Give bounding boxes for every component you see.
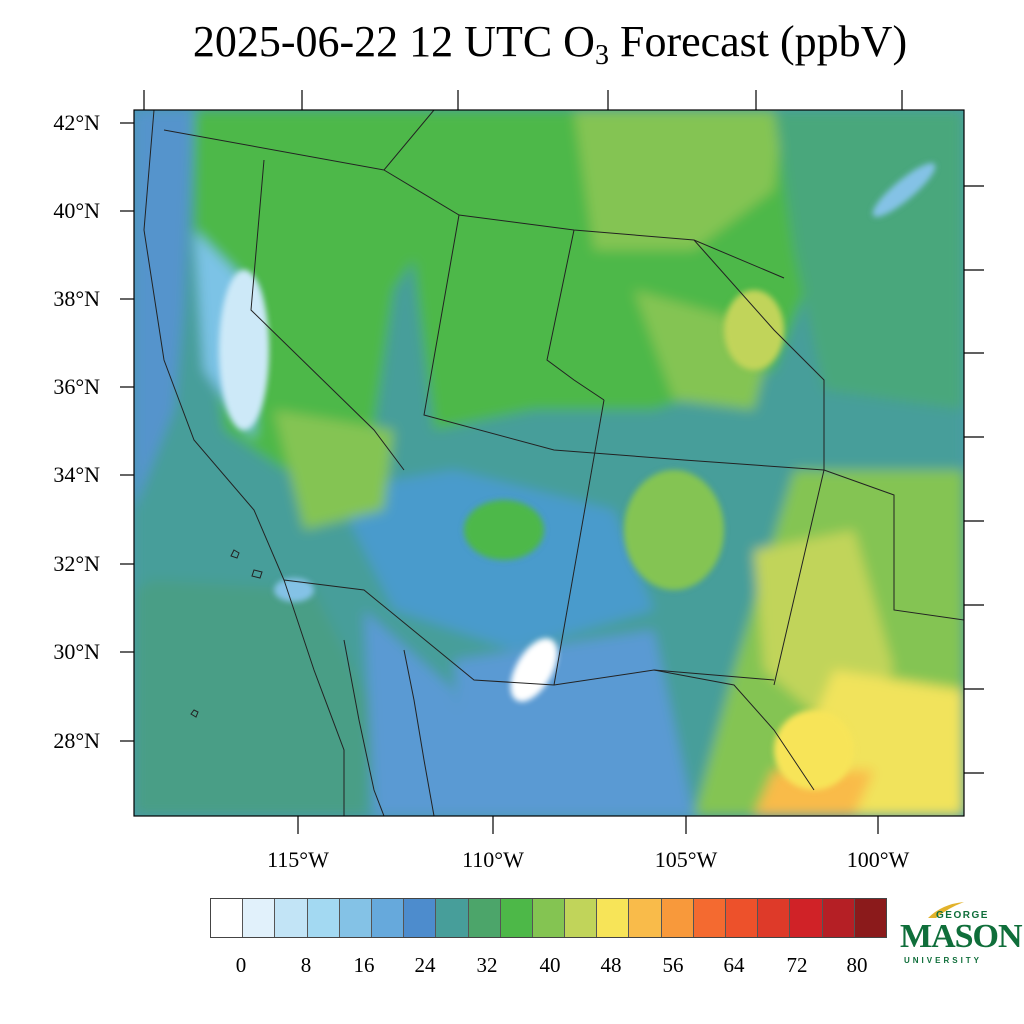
colorbar-label: 56 <box>662 953 684 977</box>
map-title: 2025-06-22 12 UTC O3 Forecast (ppbV) <box>192 17 908 71</box>
colorbar-swatch <box>790 899 823 937</box>
logo-line3: UNIVERSITY <box>904 956 983 965</box>
lon-label-110: 110°W <box>462 847 524 872</box>
colorbar-swatch <box>371 899 405 937</box>
colorbar-label: 32 <box>476 953 498 977</box>
logo-line1: GEORGE <box>936 910 989 921</box>
gmu-logo: GEORGE MASON UNIVERSITY <box>896 898 1023 968</box>
colorbar-swatch <box>339 899 372 937</box>
colorbar-swatch <box>597 899 630 937</box>
colorbar-swatch <box>275 899 308 937</box>
colorbar-swatch <box>726 899 759 937</box>
lat-label-32: 32°N <box>53 551 100 576</box>
swoosh-icon <box>928 902 964 918</box>
colorbar-swatch <box>822 899 855 937</box>
colorbar-swatch <box>500 899 533 937</box>
colorbar-swatch <box>758 899 791 937</box>
lat-label-30: 30°N <box>53 639 100 664</box>
lat-label-42: 42°N <box>53 110 100 135</box>
colorbar-swatch <box>243 899 276 937</box>
colorbar-label: 8 <box>300 953 312 977</box>
colorbar-label: 16 <box>353 953 375 977</box>
lon-label-115: 115°W <box>267 847 329 872</box>
lon-label-100: 100°W <box>846 847 910 872</box>
colorbar-label: 80 <box>846 953 868 977</box>
colorbar-swatch <box>629 899 662 937</box>
lat-label-36: 36°N <box>53 374 100 399</box>
colorbar-swatch <box>468 899 501 937</box>
colorbar-swatch <box>211 899 244 937</box>
colorbar-label: 40 <box>539 953 561 977</box>
lat-label-34: 34°N <box>53 462 100 487</box>
lat-label-28: 28°N <box>53 728 100 753</box>
colorbar-swatch <box>854 899 886 937</box>
lon-label-105: 105°W <box>654 847 718 872</box>
colorbar-swatch <box>661 899 694 937</box>
colorbar-label: 48 <box>600 953 622 977</box>
lat-label-38: 38°N <box>53 286 100 311</box>
colorbar <box>210 898 887 938</box>
colorbar-label: 64 <box>723 953 745 977</box>
colorbar-swatch <box>307 899 340 937</box>
lat-label-40: 40°N <box>53 198 100 223</box>
ozone-map <box>134 110 964 816</box>
boundary-lines <box>143 110 964 816</box>
colorbar-label: 72 <box>786 953 808 977</box>
logo-line2: MASON <box>900 918 1023 955</box>
colorbar-swatch <box>693 899 726 937</box>
colorbar-swatch <box>404 899 437 937</box>
colorbar-swatch <box>532 899 566 937</box>
colorbar-label: 0 <box>235 953 247 977</box>
colorbar-label: 24 <box>414 953 436 977</box>
colorbar-swatch <box>565 899 598 937</box>
colorbar-swatch <box>436 899 469 937</box>
